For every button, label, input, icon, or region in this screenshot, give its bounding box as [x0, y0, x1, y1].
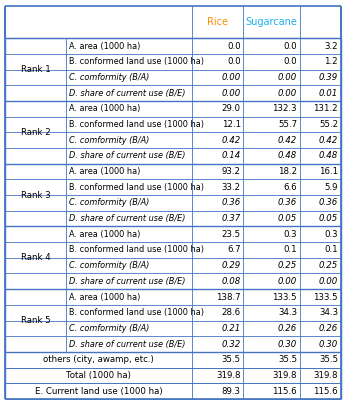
Text: 0.00: 0.00 — [278, 73, 297, 82]
Text: Rank 2: Rank 2 — [21, 128, 51, 137]
Text: 0.0: 0.0 — [227, 42, 241, 50]
Text: 0.05: 0.05 — [278, 214, 297, 223]
Text: 6.7: 6.7 — [227, 245, 241, 254]
Text: 319.8: 319.8 — [273, 371, 297, 380]
Text: B. conformed land use (1000 ha): B. conformed land use (1000 ha) — [69, 308, 204, 317]
Text: 23.5: 23.5 — [221, 230, 241, 239]
Text: Rice: Rice — [208, 17, 228, 27]
Text: 0.1: 0.1 — [283, 245, 297, 254]
Text: B. conformed land use (1000 ha): B. conformed land use (1000 ha) — [69, 245, 204, 254]
Text: 133.5: 133.5 — [272, 293, 297, 301]
Text: 0.3: 0.3 — [325, 230, 338, 239]
Text: Sugarcane: Sugarcane — [246, 17, 298, 27]
Text: C. comformity (B/A): C. comformity (B/A) — [69, 73, 149, 82]
Text: B. conformed land use (1000 ha): B. conformed land use (1000 ha) — [69, 183, 204, 192]
Text: 0.26: 0.26 — [278, 324, 297, 333]
Text: Total (1000 ha): Total (1000 ha) — [66, 371, 131, 380]
Text: 0.00: 0.00 — [319, 277, 338, 286]
Text: 0.36: 0.36 — [278, 198, 297, 208]
Text: 33.2: 33.2 — [221, 183, 241, 192]
Text: 0.21: 0.21 — [221, 324, 241, 333]
Text: D. share of current use (B/E): D. share of current use (B/E) — [69, 277, 185, 286]
Text: 55.2: 55.2 — [319, 120, 338, 129]
Text: 18.2: 18.2 — [278, 167, 297, 176]
Text: 3.2: 3.2 — [325, 42, 338, 50]
Text: Rank 3: Rank 3 — [21, 191, 51, 199]
Text: others (city, awamp, etc.): others (city, awamp, etc.) — [44, 355, 154, 364]
Text: B. conformed land use (1000 ha): B. conformed land use (1000 ha) — [69, 120, 204, 129]
Text: 319.8: 319.8 — [313, 371, 338, 380]
Text: 0.3: 0.3 — [283, 230, 297, 239]
Text: 6.6: 6.6 — [283, 183, 297, 192]
Text: 0.00: 0.00 — [278, 89, 297, 98]
Text: D. share of current use (B/E): D. share of current use (B/E) — [69, 89, 185, 98]
Text: 0.30: 0.30 — [278, 340, 297, 349]
Text: 131.2: 131.2 — [313, 104, 338, 113]
Text: 0.00: 0.00 — [221, 73, 241, 82]
Text: 0.39: 0.39 — [319, 73, 338, 82]
Text: 35.5: 35.5 — [319, 355, 338, 364]
Text: 93.2: 93.2 — [222, 167, 241, 176]
Text: C. comformity (B/A): C. comformity (B/A) — [69, 136, 149, 145]
Text: A. area (1000 ha): A. area (1000 ha) — [69, 42, 140, 50]
Text: 35.5: 35.5 — [221, 355, 241, 364]
Text: A. area (1000 ha): A. area (1000 ha) — [69, 230, 140, 239]
Text: 0.25: 0.25 — [319, 261, 338, 270]
Text: B. conformed land use (1000 ha): B. conformed land use (1000 ha) — [69, 57, 204, 66]
Text: 0.0: 0.0 — [227, 57, 241, 66]
Text: D. share of current use (B/E): D. share of current use (B/E) — [69, 152, 185, 160]
Text: 0.01: 0.01 — [319, 89, 338, 98]
Text: 29.0: 29.0 — [222, 104, 241, 113]
Text: C. comformity (B/A): C. comformity (B/A) — [69, 198, 149, 208]
Text: 138.7: 138.7 — [216, 293, 241, 301]
Text: 34.3: 34.3 — [278, 308, 297, 317]
Text: 0.36: 0.36 — [221, 198, 241, 208]
Text: 0.48: 0.48 — [278, 152, 297, 160]
Text: 0.0: 0.0 — [283, 57, 297, 66]
Text: 0.32: 0.32 — [221, 340, 241, 349]
Text: 89.3: 89.3 — [222, 386, 241, 396]
Text: A. area (1000 ha): A. area (1000 ha) — [69, 167, 140, 176]
Text: C. comformity (B/A): C. comformity (B/A) — [69, 324, 149, 333]
Text: 0.36: 0.36 — [319, 198, 338, 208]
Text: D. share of current use (B/E): D. share of current use (B/E) — [69, 214, 185, 223]
Text: 0.48: 0.48 — [319, 152, 338, 160]
Text: 0.29: 0.29 — [221, 261, 241, 270]
Text: 0.42: 0.42 — [278, 136, 297, 145]
Text: 0.30: 0.30 — [319, 340, 338, 349]
Text: 0.14: 0.14 — [221, 152, 241, 160]
Text: 1.2: 1.2 — [325, 57, 338, 66]
Text: A. area (1000 ha): A. area (1000 ha) — [69, 293, 140, 301]
Text: 0.1: 0.1 — [325, 245, 338, 254]
Text: 0.08: 0.08 — [221, 277, 241, 286]
Text: 55.7: 55.7 — [278, 120, 297, 129]
Text: 132.3: 132.3 — [272, 104, 297, 113]
Text: 0.05: 0.05 — [319, 214, 338, 223]
Text: 0.0: 0.0 — [283, 42, 297, 50]
Text: D. share of current use (B/E): D. share of current use (B/E) — [69, 340, 185, 349]
Text: Rank 1: Rank 1 — [21, 65, 51, 74]
Text: 5.9: 5.9 — [325, 183, 338, 192]
Text: Rank 4: Rank 4 — [21, 253, 51, 262]
Text: 319.8: 319.8 — [216, 371, 241, 380]
Text: 0.37: 0.37 — [221, 214, 241, 223]
Text: 0.42: 0.42 — [319, 136, 338, 145]
Text: 34.3: 34.3 — [319, 308, 338, 317]
Text: 35.5: 35.5 — [278, 355, 297, 364]
Text: 12.1: 12.1 — [221, 120, 241, 129]
Text: C. comformity (B/A): C. comformity (B/A) — [69, 261, 149, 270]
Text: 133.5: 133.5 — [313, 293, 338, 301]
Text: 115.6: 115.6 — [313, 386, 338, 396]
Text: 0.00: 0.00 — [278, 277, 297, 286]
Text: 115.6: 115.6 — [272, 386, 297, 396]
Text: Rank 5: Rank 5 — [21, 316, 51, 325]
Text: 0.42: 0.42 — [221, 136, 241, 145]
Text: 0.25: 0.25 — [278, 261, 297, 270]
Text: A. area (1000 ha): A. area (1000 ha) — [69, 104, 140, 113]
Text: 0.00: 0.00 — [221, 89, 241, 98]
Text: E. Current land use (1000 ha): E. Current land use (1000 ha) — [35, 386, 163, 396]
Text: 28.6: 28.6 — [221, 308, 241, 317]
Text: 0.26: 0.26 — [319, 324, 338, 333]
Text: 16.1: 16.1 — [319, 167, 338, 176]
